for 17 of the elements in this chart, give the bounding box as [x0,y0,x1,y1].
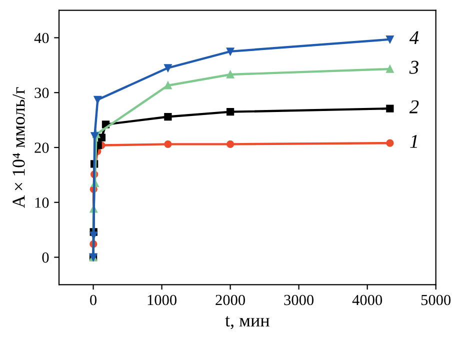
series-label: 1 [410,134,418,148]
y-tick-label: 0 [42,252,49,263]
series-label: 4 [409,31,419,44]
y-tick-label: 40 [34,32,49,44]
x-tick-label: 2000 [216,294,245,306]
x-tick-label: 4000 [352,294,382,306]
y-tick-label: 30 [34,88,49,98]
y-tick-label: 20 [34,142,49,153]
x-tick-label: 1000 [148,294,176,306]
x-tick-label: 0 [90,294,97,306]
series-label: 3 [409,60,418,74]
y-tick-label: 10 [35,198,49,208]
series-label: 2 [409,100,419,114]
x-axis-title: t, мин [225,316,270,330]
y-axis-title: A × 10⁴ ммоль/г [12,87,25,208]
x-tick-label: 5000 [421,294,451,306]
x-tick-label: 3000 [284,294,314,306]
